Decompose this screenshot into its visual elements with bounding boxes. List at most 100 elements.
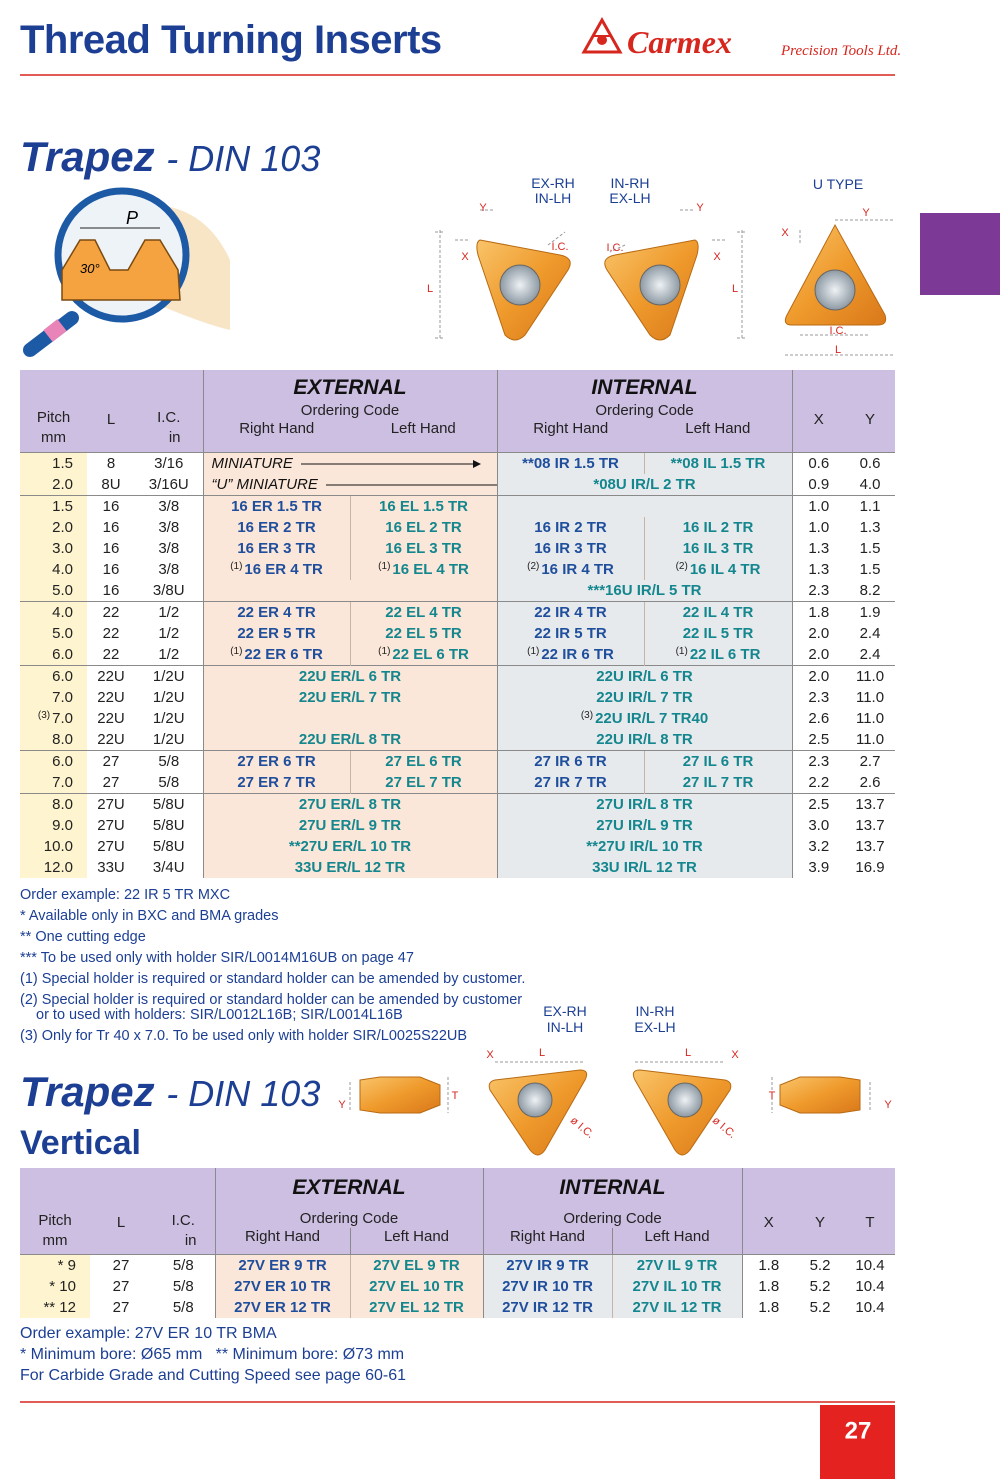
table-cell: 8.0 [20, 792, 87, 815]
cell-text: 3/8 [158, 518, 180, 536]
cell-text: 16 EL 4 TR [392, 560, 469, 578]
diagram-label: T [452, 1090, 459, 1102]
diagram-label: Y [338, 1099, 346, 1111]
table-cell: 11.0 [845, 708, 895, 729]
table-cell: 2.3 [791, 749, 846, 772]
table-cell: 0.6 [791, 451, 846, 474]
cell-text: 5/8U [152, 816, 185, 834]
cell-text: 2.5 [808, 730, 830, 748]
angle-label: 30° [80, 261, 100, 276]
table-cell: * 9 [20, 1253, 90, 1276]
note: Order example: 27V ER 10 TR BMA [20, 1325, 277, 1342]
cell-text: 1.5 [859, 560, 881, 578]
cell-text: *08U IR/L 2 TR [593, 475, 696, 493]
footnote-mark: (3) [37, 709, 51, 721]
table-cell: 27V IL 12 TR [611, 1296, 743, 1318]
cell-text: 27 IL 7 TR [682, 773, 754, 791]
cell-text: 2.3 [808, 752, 830, 770]
cell-text: 33U IR/L 12 TR [592, 858, 697, 876]
table-cell: 0.9 [791, 473, 846, 495]
table-cell: 1/2 [135, 600, 203, 623]
cell-text: 6.0 [52, 645, 73, 663]
table-cell: 22U IR/L 6 TR [496, 664, 793, 687]
note: (2) Special holder is required or standa… [20, 992, 523, 1008]
table-cell: 1/2 [135, 644, 203, 666]
table-cell: 22U [87, 708, 135, 729]
cell-text: 4.0 [859, 475, 881, 493]
table-cell: 6.0 [20, 749, 87, 772]
cell-text: 27U [97, 795, 125, 813]
diagram-label: EX-RH [543, 1003, 587, 1019]
cell-text: 5/8 [172, 1256, 194, 1274]
cell-text: 3.0 [808, 816, 830, 834]
diagram-label: X [781, 227, 789, 239]
table-cell: 13.7 [845, 836, 895, 857]
table-cell: 33U ER/L 12 TR [202, 856, 497, 878]
head-left-hand: Left Hand [644, 420, 793, 452]
cell-text: 7.0 [52, 773, 73, 791]
cell-text: 27 [112, 1298, 130, 1316]
insert-in-rh [604, 209, 747, 341]
cell-text: 22U ER/L 6 TR [298, 667, 402, 685]
cell-text: 22U IR/L 6 TR [596, 667, 693, 685]
cell-text: 27 ER 7 TR [237, 773, 316, 791]
table-cell: (2) 16 IR 4 TR [496, 558, 644, 580]
diagram-label: EX-RH [531, 175, 575, 191]
table-cell: 33U [87, 857, 135, 878]
table-row: 1.5 8 3/16 MINIATURE **08 IR 1.5 TR **08 IL 1… [20, 451, 896, 474]
table-cell: (2) 16 IL 4 TR [643, 558, 793, 580]
table-cell: **08 IR 1.5 TR [496, 451, 644, 474]
table-cell [202, 707, 497, 729]
table-cell: 27V IR 10 TR [482, 1275, 612, 1297]
table-row: * 10 27 5/8 27V ER 10 TR 27V EL 10 TR 27V IR … [20, 1275, 895, 1297]
cell-text: 5.0 [52, 581, 73, 599]
footnote-mark: (1) [230, 560, 243, 572]
table-cell: 3.0 [791, 814, 846, 836]
cell-text: 27U ER/L 9 TR [298, 816, 402, 834]
table-cell: 5/8 [152, 1276, 215, 1297]
table-cell: (1) 22 ER 6 TR [202, 643, 350, 665]
table-row: 5.0 22 1/2 22 ER 5 TR 22 EL 5 TR 22 IR 5 TR 22… [20, 622, 895, 644]
head-ordering: Ordering Code [482, 1208, 743, 1228]
cell-text: 27U IR/L 8 TR [596, 795, 693, 813]
cell-text: 16 [102, 539, 120, 557]
cell-text: “U” MINIATURE [211, 475, 318, 493]
table-cell: 2.5 [791, 792, 846, 815]
diagram-label: L [539, 1047, 545, 1059]
head-internal: INTERNAL [482, 1168, 743, 1208]
cell-text: 3.9 [808, 858, 830, 876]
notes: Order example: 22 IR 5 TR MXC * Available… [20, 885, 525, 1047]
table-cell: 5/8 [135, 772, 203, 794]
table-cell: (1) 16 EL 4 TR [349, 558, 497, 580]
table-cell: 11.0 [845, 729, 895, 751]
table-cell: 2.0 [20, 473, 87, 495]
head-right-hand: Right Hand [202, 420, 350, 452]
note: *** To be used only with holder SIR/L001… [20, 950, 414, 966]
cell-text: 5/8U [152, 795, 185, 813]
table-cell: 1/2U [135, 687, 203, 708]
table-cell: 1.5 [20, 451, 87, 474]
cell-text: 27 [102, 773, 120, 791]
table-cell: 16 [87, 559, 135, 580]
table-cell: 22 ER 4 TR [202, 600, 350, 623]
cell-text: 1.8 [758, 1298, 780, 1316]
head-pitch-unit: mm [41, 428, 66, 446]
table-cell: 3/8U [135, 580, 203, 602]
cell-text: 16 [102, 581, 120, 599]
table-cell: 27V EL 9 TR [349, 1253, 483, 1276]
cell-text: 22 [102, 624, 120, 642]
cell-text: 22U [97, 709, 125, 727]
diagram-label: X [461, 251, 469, 263]
cell-text: 8 [106, 454, 116, 472]
table-cell: 2.0 [791, 643, 846, 665]
cell-text: 1.8 [758, 1256, 780, 1274]
table-cell: 10.0 [20, 835, 87, 857]
cell-text: 16 [102, 497, 120, 515]
table-cell: 16 IL 2 TR [643, 516, 793, 538]
cell-text: 1/2U [152, 667, 185, 685]
head-left-hand: Left Hand [350, 420, 497, 452]
table-cell: 3.2 [791, 835, 846, 857]
table-row: 6.0 27 5/8 27 ER 6 TR 27 EL 6 TR 27 IR 6 TR 27… [20, 749, 896, 772]
cell-text: 3/16U [148, 475, 189, 493]
cell-text: 22 IR 5 TR [534, 624, 607, 642]
